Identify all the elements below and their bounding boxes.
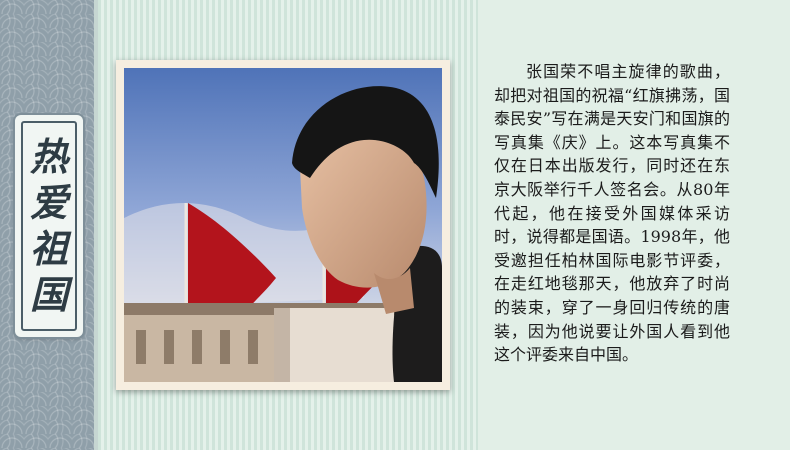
red-flag-left <box>188 203 276 316</box>
parapet-front <box>274 308 394 382</box>
title-plaque: 热 爱 祖 国 <box>15 115 83 337</box>
biography-paragraph: 张国荣不唱主旋律的歌曲，却把对祖国的祝福“红旗拂荡，国泰民安”写在满是天安门和国… <box>494 62 730 365</box>
parapet-shadow <box>274 308 290 382</box>
title-char-3: 祖 <box>29 226 68 271</box>
person-hair <box>292 86 439 198</box>
title-char-2: 爱 <box>29 180 68 225</box>
photo-illustration <box>124 68 442 382</box>
title-char-4: 国 <box>29 272 68 317</box>
title-plaque-border: 热 爱 祖 国 <box>21 121 77 331</box>
left-band-edge <box>94 0 98 450</box>
person-neck <box>374 268 414 314</box>
person-face <box>299 116 427 288</box>
photo-frame <box>116 60 450 390</box>
portrait-photo <box>124 68 442 382</box>
text-panel-background <box>478 0 790 450</box>
title-char-1: 热 <box>29 134 68 179</box>
